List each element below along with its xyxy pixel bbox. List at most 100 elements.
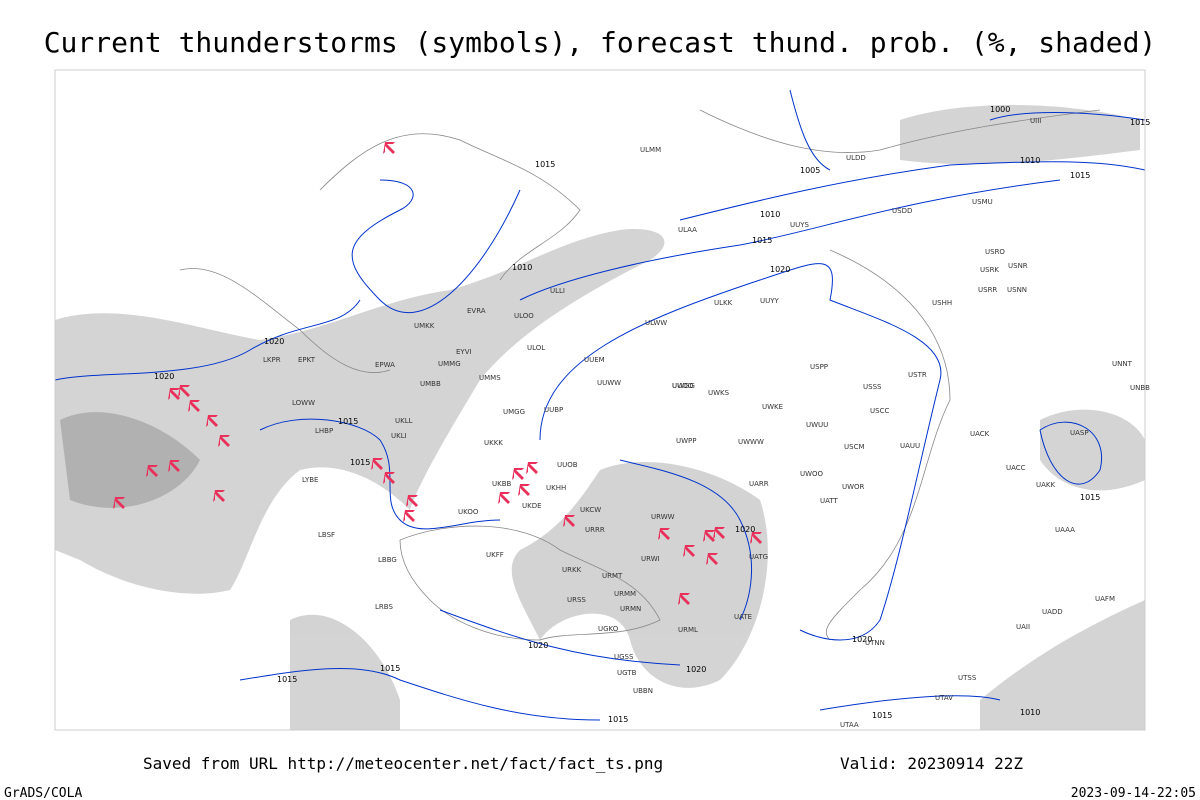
thunderstorm-symbol [206,415,218,427]
station-label: USRK [980,266,999,274]
station-label: UAII [1016,623,1030,631]
station-label: USDD [892,207,912,215]
station-label: UUWW [597,379,621,387]
coastlines [179,109,1101,641]
station-label: UKLI [391,432,407,440]
thunderstorm-symbol [706,553,718,565]
isobar-label: 1015 [1070,171,1090,180]
isobar-label: 1015 [752,236,772,245]
thunderstorm-symbol [713,527,725,539]
station-label: UMBB [420,380,441,388]
station-label: UAUU [900,442,920,450]
isobar-label: 1010 [1020,708,1040,717]
isobar-label: 1005 [800,166,820,175]
station-label: UWOO [800,470,824,478]
isobar-label: 1010 [760,210,780,219]
station-label: LBBG [378,556,397,564]
isobar-label: 1010 [512,263,532,272]
isobar-label: 1020 [528,641,548,650]
thunderstorm-symbol [658,528,670,540]
timestamp: 2023-09-14-22:05 [1071,786,1196,800]
title: Current thunderstorms (symbols), forecas… [44,26,1157,59]
thunderstorm-symbol [518,484,530,496]
station-label: URSS [567,596,586,604]
station-label: ULKK [714,299,733,307]
station-label: UKOO [458,508,479,516]
station-label: UTSS [958,674,977,682]
station-label: UGSS [614,653,634,661]
thunderstorm-symbol [403,510,415,522]
isobar-label: 1020 [735,525,755,534]
thunderstorm-symbol [383,142,395,154]
station-label: UWPP [676,437,697,445]
station-label: UWKS [708,389,730,397]
station-label: UUOB [557,461,578,469]
station-label: UATT [820,497,839,505]
thunderstorm-symbol [168,388,180,400]
station-label: UTAV [935,694,953,702]
station-label: UWKE [762,403,783,411]
isobar-label: 1020 [1130,0,1150,2]
station-label: UTNN [865,639,885,647]
station-label: UMGG [503,408,525,416]
station-label: UUYS [790,221,810,229]
thunderstorm-symbol [678,593,690,605]
station-label: UADD [1042,608,1063,616]
station-label: UWWW [738,438,764,446]
station-label: USRO [985,248,1005,256]
station-label: LRBS [375,603,393,611]
station-label: EPKT [298,356,316,364]
isobar-label: 1015 [380,664,400,673]
station-label: UWGG [672,382,695,390]
station-label: URKK [562,566,582,574]
station-label: UUEM [584,356,605,364]
station-label: UGTB [617,669,637,677]
station-label: USNR [1008,262,1028,270]
station-label: UASP [1070,429,1089,437]
station-label: URMN [620,605,641,613]
isobar-label: 1020 [770,265,790,274]
station-label: UMMS [479,374,501,382]
station-label: UMKK [414,322,435,330]
station-label: UKCW [580,506,601,514]
thunderstorm-symbol [113,497,125,509]
station-label: ULOL [527,344,545,352]
software: GrADS/COLA [4,786,82,800]
station-label: USNN [1007,286,1027,294]
isobar-label: 1015 [338,417,358,426]
station-label: USMU [972,198,993,206]
station-label: LBSF [318,531,335,539]
station-label: USCM [844,443,865,451]
isobar-label: 1015 [608,715,628,724]
station-label: LHBP [315,427,333,435]
isobar-label: 1020 [686,665,706,674]
station-label: ULOO [514,312,534,320]
isobar-label: 1015 [535,160,555,169]
station-label: ULWW [645,319,667,327]
station-label: URML [678,626,698,634]
station-label: UNNT [1112,360,1133,368]
isobar-label: 1000 [990,105,1010,114]
thunderstorm-symbol [563,515,575,527]
thunderstorm-symbol [383,472,395,484]
station-label: UGKO [598,625,619,633]
station-label: UAKK [1036,481,1056,489]
thunderstorm-symbol [218,435,230,447]
map-border [54,69,1146,731]
station-label: ULLI [550,287,565,295]
isobar-label: 1015 [1130,118,1150,127]
isobar-label: 1015 [350,458,370,467]
station-label: UTAA [840,721,859,729]
station-label: URWI [641,555,660,563]
thunderstorm-symbol [526,462,538,474]
isobar-label: 1010 [1020,156,1040,165]
station-label: EVRA [467,307,486,315]
station-label: USSS [863,383,882,391]
thunderstorm-symbols [113,142,762,605]
station-label: USCC [870,407,889,415]
isobar-label: 1020 [852,635,872,644]
shading [55,105,1145,730]
station-label: UKDE [522,502,542,510]
thunderstorm-symbol [683,545,695,557]
station-label: URMM [614,590,636,598]
